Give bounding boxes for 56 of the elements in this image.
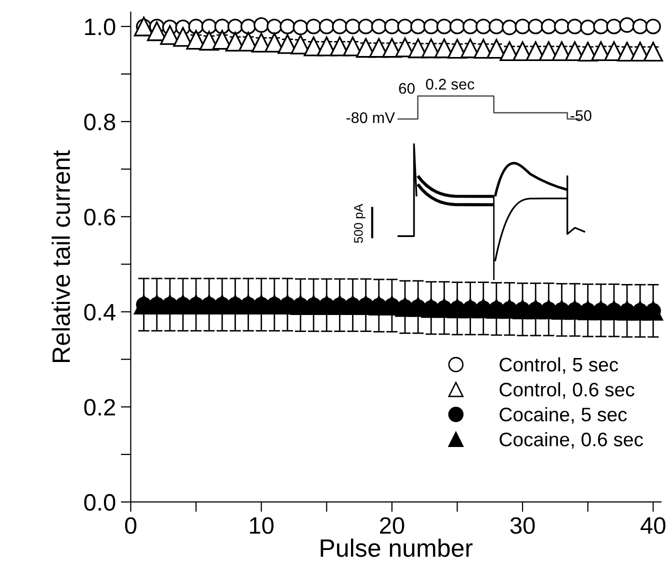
point xyxy=(240,18,256,34)
y-tick-label: 0.8 xyxy=(84,114,116,130)
annotation: 500 pA xyxy=(354,204,366,243)
point xyxy=(528,18,544,34)
y-tick-label: 0.0 xyxy=(84,494,116,511)
x-axis-title: Pulse number xyxy=(320,538,473,557)
point xyxy=(606,18,622,34)
legend-label: Cocaine, 5 sec xyxy=(500,407,627,424)
point xyxy=(540,18,556,34)
point xyxy=(280,18,296,34)
point xyxy=(593,18,609,34)
point xyxy=(488,18,504,34)
point xyxy=(332,18,348,34)
point xyxy=(410,18,426,34)
legend-label: Control, 5 sec xyxy=(500,357,618,374)
point xyxy=(227,18,243,34)
point xyxy=(580,20,596,36)
x-tick-label: 0 xyxy=(125,517,136,534)
point xyxy=(358,18,374,34)
legend-label: Cocaine, 0.6 sec xyxy=(500,432,643,449)
point xyxy=(344,18,361,34)
point xyxy=(643,42,664,62)
annotation: 0.2 sec xyxy=(426,78,474,90)
point xyxy=(371,18,387,34)
y-axis-title: Relative tail current xyxy=(52,150,70,362)
point xyxy=(449,18,466,34)
annotation: -80 mV xyxy=(346,112,395,124)
x-tick-label: 40 xyxy=(640,517,666,534)
y-tick-label: 0.6 xyxy=(84,208,116,226)
point xyxy=(619,17,635,33)
x-tick-label: 30 xyxy=(510,517,535,534)
point xyxy=(645,18,661,34)
point xyxy=(462,18,478,34)
annotation: -50 xyxy=(570,110,592,121)
y-tick-label: 0.4 xyxy=(84,304,116,321)
point xyxy=(476,18,492,34)
x-tick-label: 10 xyxy=(250,517,274,534)
legend-label: Control, 0.6 sec xyxy=(500,382,634,399)
point xyxy=(254,17,270,33)
point xyxy=(397,18,413,34)
point xyxy=(436,18,452,34)
point xyxy=(306,18,322,34)
point xyxy=(318,18,334,34)
annotation: 60 xyxy=(399,82,415,94)
point xyxy=(554,18,570,34)
point xyxy=(384,18,400,34)
y-tick-label: 1.0 xyxy=(85,18,116,36)
point xyxy=(423,18,439,34)
point xyxy=(567,18,583,34)
point xyxy=(266,18,282,34)
y-tick-label: 0.2 xyxy=(84,398,115,416)
x-tick-label: 20 xyxy=(380,517,404,534)
point xyxy=(514,18,530,34)
point xyxy=(502,20,518,36)
point xyxy=(632,18,648,34)
point xyxy=(292,20,308,36)
